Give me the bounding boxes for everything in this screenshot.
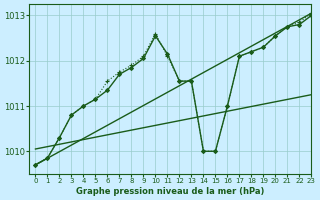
X-axis label: Graphe pression niveau de la mer (hPa): Graphe pression niveau de la mer (hPa) xyxy=(76,187,265,196)
